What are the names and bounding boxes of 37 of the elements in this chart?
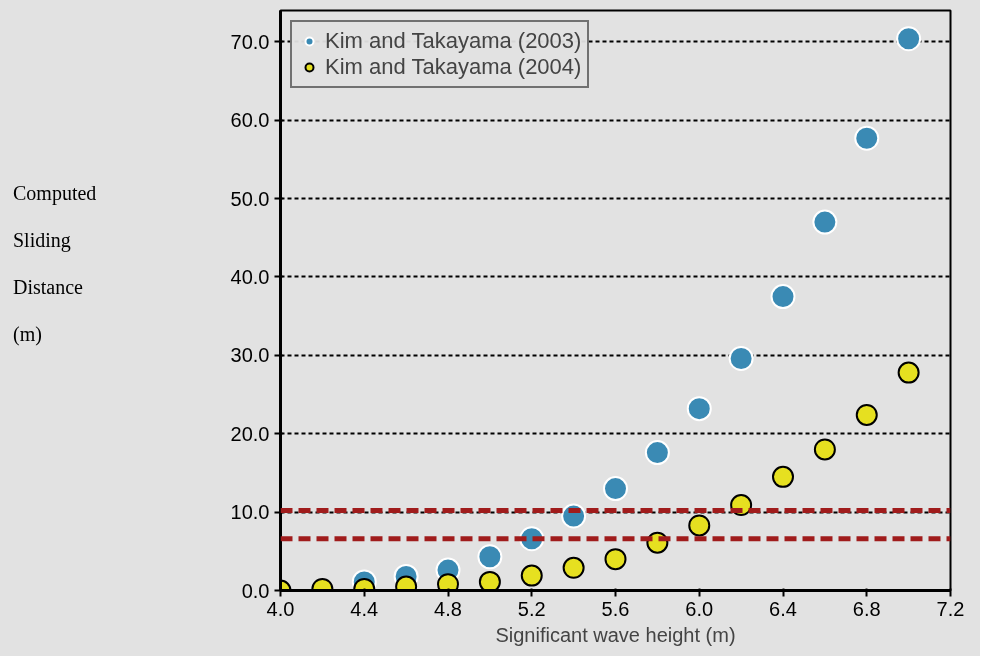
x-tick-label: 5.6 [601, 597, 630, 620]
x-tick-label: 6.4 [769, 597, 797, 620]
point [604, 548, 627, 571]
point [477, 544, 503, 570]
point [562, 556, 585, 579]
point [772, 465, 794, 488]
text: Computed Sliding Distance (m) [13, 182, 97, 345]
point [813, 438, 836, 461]
x-tick-label: 4.8 [434, 597, 462, 620]
point [812, 209, 838, 235]
point [688, 514, 711, 537]
y-tick-label: 30.0 [230, 344, 270, 367]
point [897, 361, 920, 384]
x-axis-title: Significant wave height (m) [495, 623, 736, 646]
point [478, 570, 501, 591]
point [520, 564, 543, 587]
x-tick-label: 6.8 [852, 597, 881, 620]
point [686, 396, 712, 422]
point [728, 346, 754, 371]
legend-label: Kim and Takayama (2003) [325, 28, 582, 54]
x-tick-label: 7.2 [936, 597, 965, 620]
point [896, 26, 922, 52]
y-tick-label: 10.0 [230, 501, 270, 524]
x-tick-label: 5.2 [517, 597, 546, 620]
point [855, 403, 878, 426]
point [770, 284, 796, 310]
y-tick-label: 70.0 [230, 30, 270, 53]
point [603, 476, 628, 502]
legend-label: Kim and Takayama (2004) [325, 54, 582, 80]
x-tick-label: 4.4 [350, 597, 379, 620]
y-tick-label: 40.0 [230, 265, 270, 288]
point [644, 440, 670, 466]
y-tick-label: 60.0 [230, 109, 270, 132]
y-tick-label: 50.0 [230, 187, 270, 210]
point [854, 125, 880, 151]
x-tick-label: 6.0 [685, 597, 714, 620]
y-tick-label: 20.0 [230, 422, 270, 445]
